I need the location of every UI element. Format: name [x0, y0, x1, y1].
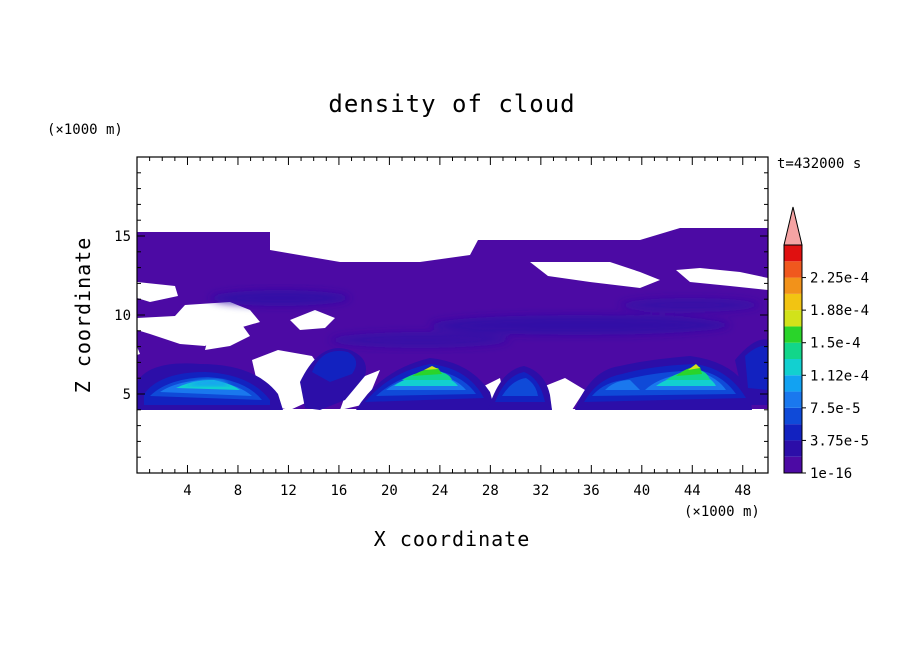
y-unit-label: (×1000 m): [47, 122, 123, 138]
colorbar-swatch: [784, 342, 802, 359]
colorbar-swatch: [784, 293, 802, 311]
x-unit-label: (×1000 m): [684, 504, 760, 520]
colorbar-tick-label: 1.88e-4: [810, 303, 869, 319]
x-tick-label: 44: [684, 483, 701, 499]
colorbar-tick-label: 7.5e-5: [810, 401, 861, 417]
x-tick-label: 4: [183, 483, 191, 499]
chart-title: density of cloud: [328, 90, 575, 118]
colorbar-tick-label: 1.12e-4: [810, 368, 869, 384]
y-tick-label: 10: [114, 308, 131, 324]
x-tick-label: 32: [532, 483, 549, 499]
x-tick-label: 48: [734, 483, 751, 499]
y-tick-label: 5: [123, 387, 131, 403]
colorbar-swatch: [784, 424, 802, 441]
x-tick-label: 8: [234, 483, 242, 499]
colorbar-swatch: [784, 261, 802, 278]
colorbar-swatch: [784, 391, 802, 408]
cloud-field: [137, 228, 768, 473]
x-tick-label: 20: [381, 483, 398, 499]
colorbar-swatch: [784, 245, 802, 262]
colorbar-frame: [783, 244, 803, 474]
time-label: t=432000 s: [777, 156, 861, 172]
upper-layer-shading: [210, 290, 760, 348]
colorbar-swatch: [784, 456, 802, 473]
colorbar-swatch: [784, 310, 802, 327]
colorbar-swatch: [784, 277, 802, 294]
x-tick-label: 28: [482, 483, 499, 499]
colorbar-swatch: [784, 440, 802, 457]
colorbar-extend-arrow: [783, 206, 803, 246]
x-tick-label: 24: [431, 483, 448, 499]
colorbar-tick-label: 1e-16: [810, 466, 852, 482]
x-tick-label: 36: [583, 483, 600, 499]
x-tick-label: 12: [280, 483, 297, 499]
convective-cells: [137, 339, 768, 410]
x-tick-label: 16: [330, 483, 347, 499]
x-axis-label: X coordinate: [374, 527, 531, 551]
colorbar-tick-label: 3.75e-5: [810, 433, 869, 449]
x-tick-label: 40: [633, 483, 650, 499]
colorbar-tick-label: 1.5e-4: [810, 336, 861, 352]
colorbar-swatch: [784, 326, 802, 343]
y-tick-label: 15: [114, 229, 131, 245]
y-axis-ticks: 5 10 15: [114, 172, 768, 458]
colorbar: 1e-16 3.75e-5 7.5e-5 1.12e-4 1.5e-4 1.88e-4 2.…: [783, 206, 869, 482]
colorbar-swatch: [784, 359, 802, 376]
colorbar-tick-label: 2.25e-4: [810, 271, 869, 287]
y-axis-label: Z coordinate: [71, 237, 95, 394]
colorbar-swatch: [784, 407, 802, 425]
colorbar-swatch: [784, 375, 802, 392]
x-axis-ticks: 4 8 12 16 20 24 28 32 36 40 44 48: [149, 157, 756, 499]
